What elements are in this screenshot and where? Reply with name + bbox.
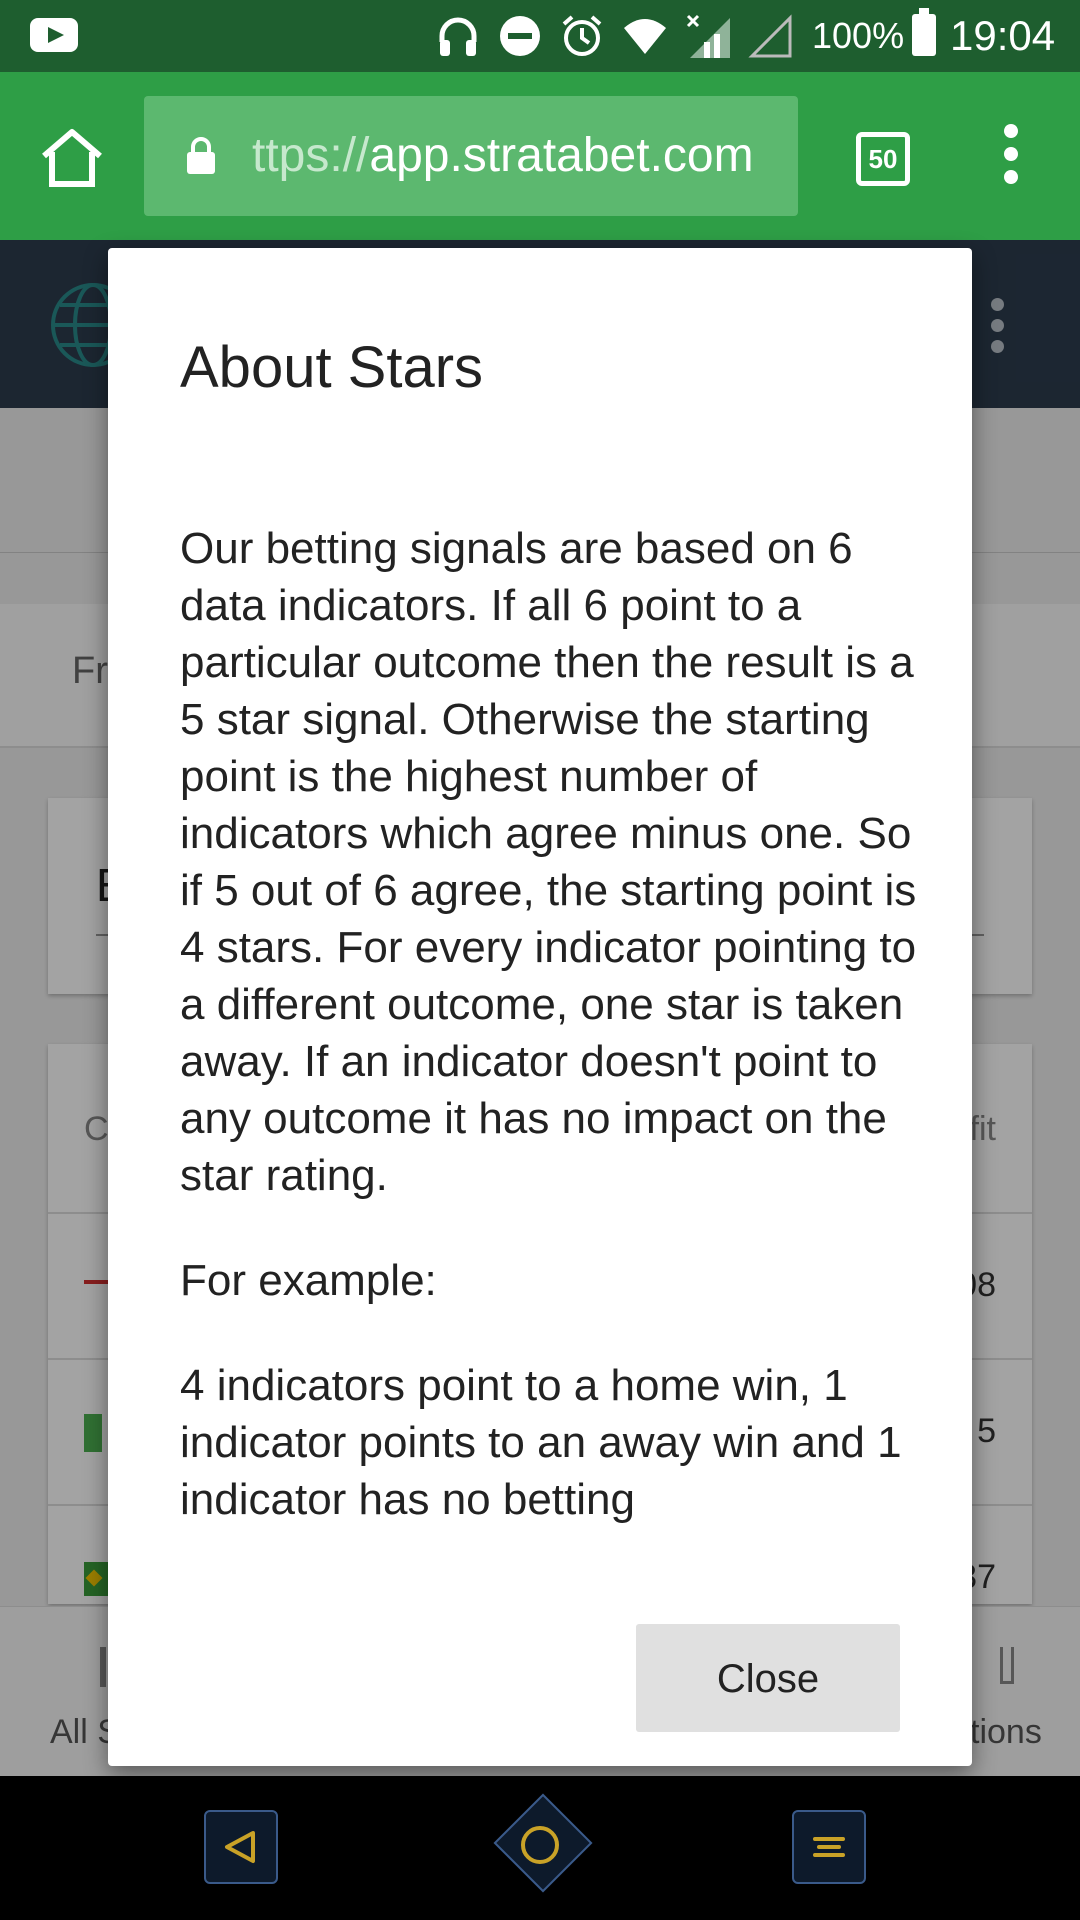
trend-line-icon (84, 1280, 114, 1284)
home-circle-icon (521, 1826, 559, 1864)
browser-toolbar: ttps://app.stratabet.com 50 (0, 72, 1080, 240)
tabs-button[interactable]: 50 (856, 132, 910, 186)
url-text: ttps://app.stratabet.com (252, 126, 754, 186)
recents-icon (813, 1837, 845, 1857)
headphones-icon (439, 17, 477, 56)
dialog-paragraph: Our betting signals are based on 6 data … (180, 524, 917, 1200)
overflow-menu-icon[interactable] (998, 124, 1024, 188)
url-scheme: ttps:// (252, 129, 370, 182)
filter-label: Fr (72, 650, 108, 692)
wifi-icon (624, 19, 666, 54)
nav-icon-right (1000, 1647, 1014, 1684)
signal-no-data-icon (686, 14, 730, 58)
do-not-disturb-icon (500, 16, 540, 56)
lock-icon (187, 137, 215, 174)
url-host: app.stratabet.com (369, 129, 754, 182)
system-nav-bar (0, 1776, 1080, 1920)
bottom-nav-item-right[interactable]: tions (970, 1713, 1042, 1751)
team-flag-icon (84, 1414, 102, 1452)
battery-icon (912, 8, 936, 56)
dialog-paragraph: For example: (180, 1256, 437, 1305)
column-header-profit: fit (969, 1110, 996, 1148)
row-value: 5 (977, 1412, 996, 1450)
recents-button[interactable] (792, 1810, 866, 1884)
dialog-title: About Stars (180, 335, 484, 400)
about-stars-dialog: About Stars Our betting signals are base… (108, 248, 972, 1766)
status-icons (436, 12, 792, 60)
youtube-icon (30, 18, 78, 52)
alarm-icon (562, 15, 602, 56)
back-icon (225, 1831, 255, 1863)
dialog-body[interactable]: Our betting signals are based on 6 data … (180, 520, 920, 1578)
dialog-paragraph: 4 indicators point to a home win, 1 indi… (180, 1361, 902, 1524)
status-bar: 100% 19:04 (0, 0, 1080, 72)
battery-percent: 100% (812, 15, 905, 56)
close-button[interactable]: Close (636, 1624, 900, 1732)
app-menu-icon[interactable] (988, 298, 1006, 358)
url-bar[interactable]: ttps://app.stratabet.com (144, 96, 798, 216)
clock: 19:04 (950, 12, 1056, 59)
nav-icon-left (100, 1647, 106, 1687)
back-button[interactable] (204, 1810, 278, 1884)
column-header-left: C (84, 1110, 109, 1148)
signal-empty-icon (748, 14, 792, 58)
home-icon[interactable] (38, 126, 106, 190)
brazil-flag-icon (84, 1562, 108, 1596)
